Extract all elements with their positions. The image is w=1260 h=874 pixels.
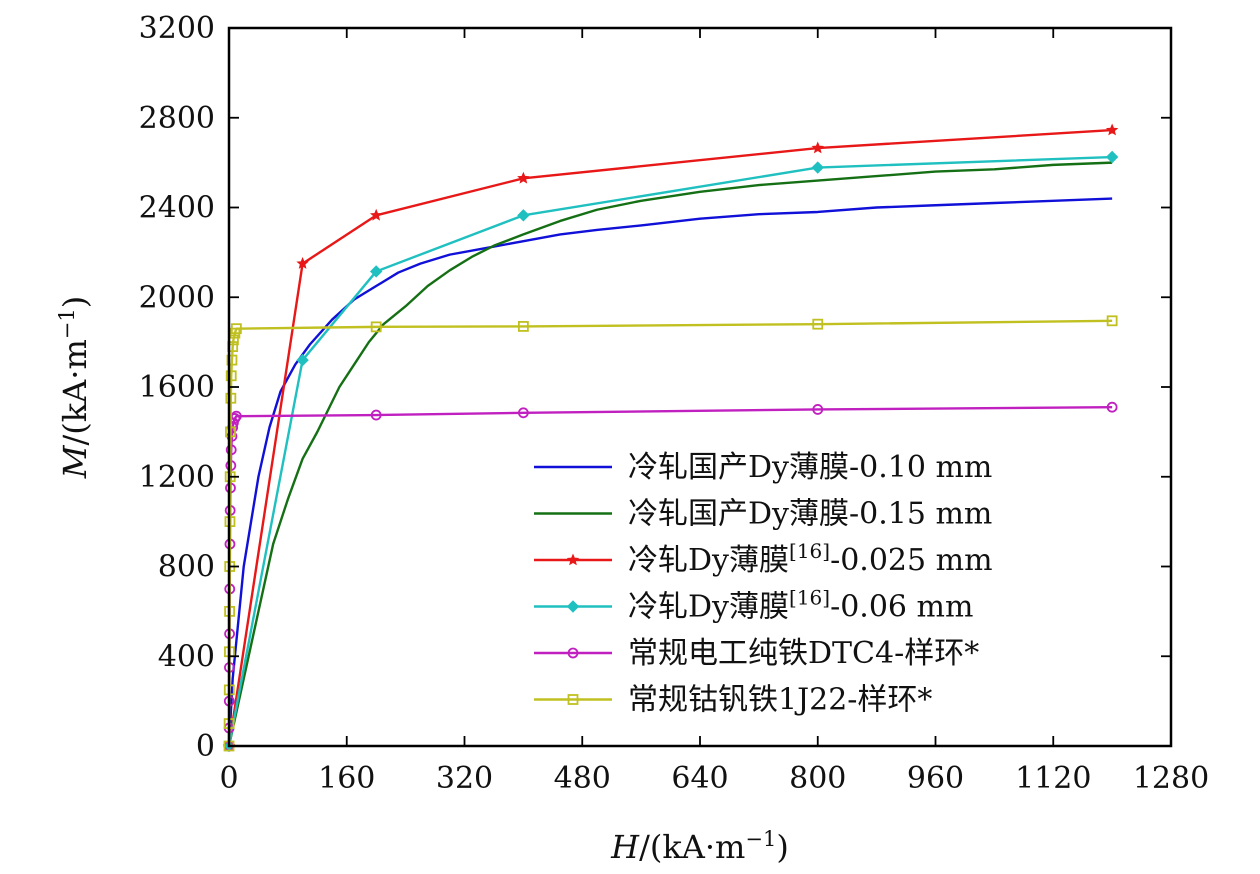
data-point — [1105, 150, 1119, 164]
series-line — [227, 128, 1113, 747]
x-tick-label: 320 — [436, 761, 493, 796]
data-point — [1105, 123, 1119, 136]
data-point — [370, 321, 382, 333]
y-tick-label: 3200 — [139, 11, 215, 46]
data-point — [225, 370, 237, 382]
data-point — [369, 208, 383, 221]
legend-label-suffix: -0.025 mm — [830, 543, 992, 578]
legend-label-main: 冷轧Dy薄膜 — [628, 543, 789, 578]
y-tick-label: 2400 — [139, 191, 215, 226]
x-tick-label: 640 — [671, 761, 728, 796]
data-point — [225, 426, 236, 438]
data-point — [812, 404, 824, 415]
legend-label-ref: [16] — [789, 586, 830, 610]
y-tick-label: 2000 — [139, 280, 215, 315]
y-tick-label: 2800 — [139, 101, 215, 136]
legend-label-ref: [16] — [789, 539, 830, 563]
series-3 — [222, 123, 1119, 752]
legend-entry: 冷轧国产Dy薄膜-0.10 mm — [534, 450, 992, 485]
data-point — [226, 354, 238, 366]
legend-label: 冷轧Dy薄膜[16]-0.025 mm — [628, 539, 993, 578]
data-point — [225, 392, 237, 404]
x-tick-label: 1120 — [1015, 761, 1091, 796]
data-point — [812, 318, 824, 330]
data-point — [1106, 401, 1118, 413]
data-point — [1106, 315, 1118, 327]
y-axis-title: M/(kA·m−1) — [55, 296, 94, 480]
series-4 — [222, 150, 1119, 753]
y-tick-label: 1200 — [139, 460, 215, 495]
y-axis-unit: /(kA·m — [56, 339, 94, 445]
legend-entry: 常规电工纯铁DTC4-样环* — [534, 636, 979, 671]
data-point — [811, 161, 824, 174]
data-point — [517, 171, 530, 184]
data-point — [517, 321, 529, 332]
x-axis-unit-close: ) — [776, 828, 788, 866]
data-point — [296, 257, 309, 269]
y-tick-label: 400 — [158, 639, 215, 674]
legend-label: 冷轧国产Dy薄膜-0.15 mm — [628, 497, 992, 532]
data-point — [230, 323, 242, 335]
y-tick-label: 1600 — [139, 370, 215, 405]
legend-entry: 常规钴钒铁1J22-样环* — [534, 683, 932, 718]
legend-marker — [567, 647, 579, 659]
plot-frame — [227, 26, 1173, 748]
x-tick-label: 800 — [789, 761, 846, 796]
ticks-layer: 0 160 320 480 640 800 960 1120 1280 0 400 800 1200 16… — [139, 11, 1210, 796]
x-axis-unit: /(kA·m — [639, 828, 745, 866]
legend-entry: 冷轧国产Dy薄膜-0.15 mm — [534, 497, 992, 532]
x-tick-label: 0 — [219, 761, 238, 796]
data-point — [811, 141, 824, 154]
y-tick-label: 0 — [196, 729, 215, 764]
legend-entry: 冷轧Dy薄膜[16]-0.025 mm — [534, 539, 993, 578]
x-axis-title: H/(kA·m−1) — [610, 827, 789, 866]
legend-label: 常规钴钒铁1J22-样环* — [628, 683, 932, 718]
legend-label: 冷轧国产Dy薄膜-0.10 mm — [628, 450, 992, 485]
legend-label-main: 冷轧Dy薄膜 — [628, 590, 789, 625]
x-axis-variable: H — [610, 828, 640, 866]
data-point — [517, 209, 530, 222]
y-tick-label: 800 — [158, 550, 215, 585]
legend-label: 常规电工纯铁DTC4-样环* — [628, 636, 979, 671]
legend-marker — [567, 694, 579, 705]
x-tick-label: 960 — [907, 761, 964, 796]
legend-marker — [566, 553, 580, 566]
y-axis-unit-exp: −1 — [55, 308, 79, 339]
legend-label-suffix: -0.06 mm — [830, 590, 973, 625]
series-line — [227, 161, 1113, 747]
x-tick-label: 1280 — [1133, 761, 1209, 796]
data-point — [370, 409, 382, 421]
legend-marker — [566, 600, 580, 613]
data-point — [230, 410, 242, 422]
data-point — [296, 353, 309, 367]
y-axis-unit-close: ) — [56, 296, 94, 308]
series-2 — [227, 161, 1113, 747]
x-tick-label: 160 — [318, 761, 375, 796]
x-axis-unit-exp: −1 — [745, 827, 776, 851]
legend-entry: 冷轧Dy薄膜[16]-0.06 mm — [534, 586, 973, 625]
series-line — [227, 155, 1113, 747]
data-point — [369, 265, 383, 278]
legend-label: 冷轧Dy薄膜[16]-0.06 mm — [628, 586, 973, 625]
x-tick-label: 480 — [554, 761, 611, 796]
y-axis-variable: M — [56, 444, 94, 479]
data-point — [517, 407, 529, 419]
